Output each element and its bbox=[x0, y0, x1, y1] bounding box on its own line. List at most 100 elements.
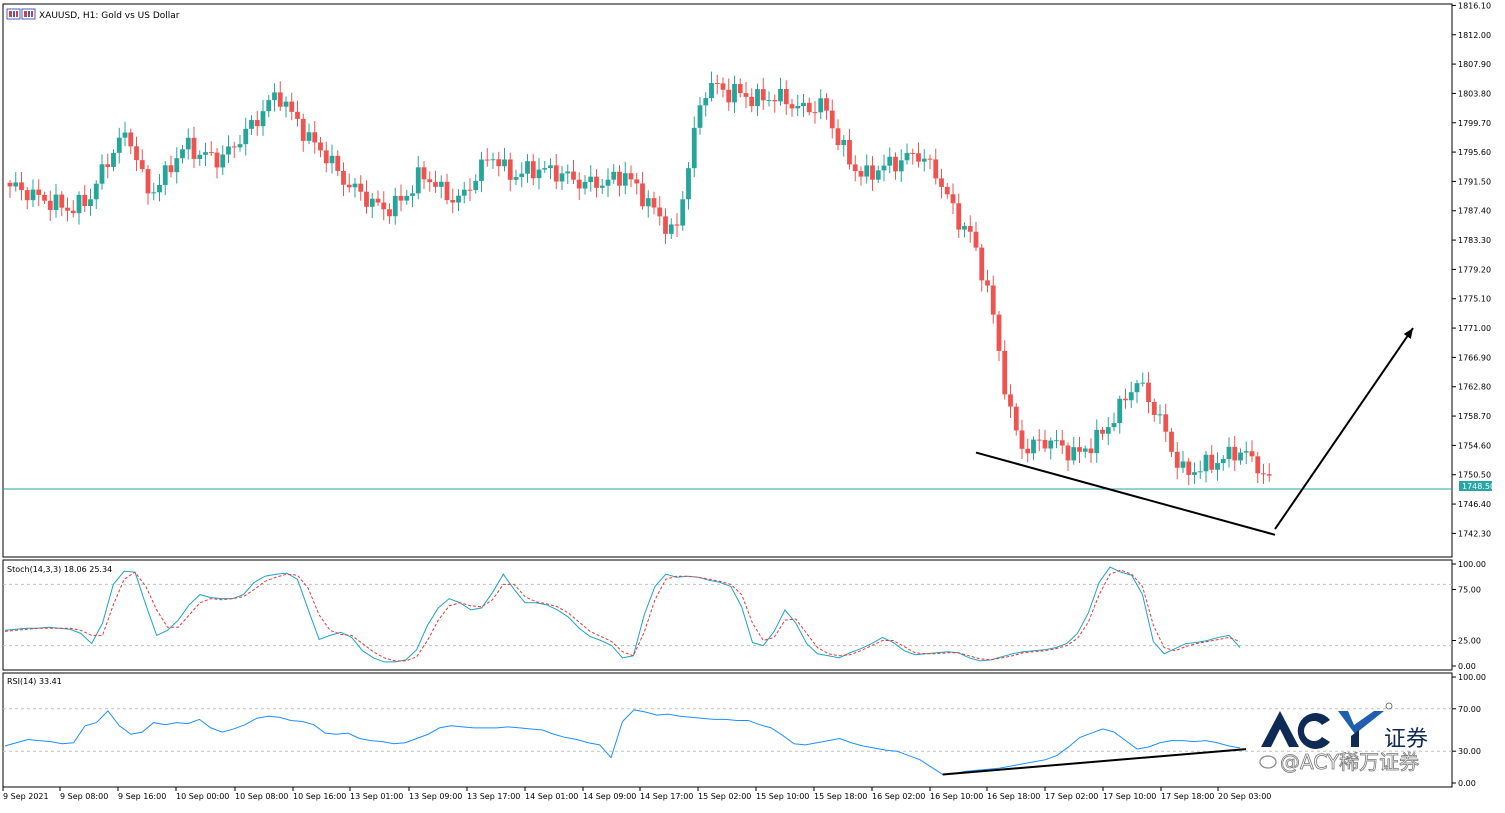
candle-body bbox=[956, 203, 962, 230]
candle-body bbox=[714, 82, 720, 84]
candle-body bbox=[645, 198, 651, 207]
candle-body bbox=[283, 101, 289, 107]
candle-body bbox=[1215, 463, 1220, 470]
time-axis-label: 10 Sep 16:00 bbox=[293, 792, 346, 801]
candle-body bbox=[134, 146, 139, 161]
candle-body bbox=[875, 170, 881, 180]
candle-body bbox=[795, 106, 801, 109]
candle-body bbox=[1082, 448, 1088, 452]
candle-body bbox=[910, 152, 916, 154]
candle-body bbox=[1249, 451, 1255, 457]
candle-body bbox=[599, 185, 605, 188]
candle-body bbox=[703, 98, 709, 106]
candle-body bbox=[122, 132, 128, 138]
candle-body bbox=[864, 165, 870, 177]
candle-body bbox=[709, 82, 714, 99]
price-axis-label: 1779.20 bbox=[1458, 265, 1491, 274]
candle-body bbox=[438, 181, 444, 187]
price-panel[interactable] bbox=[2, 3, 1453, 558]
candle-body bbox=[553, 165, 559, 182]
candle-body bbox=[214, 152, 220, 168]
stoch-series-line bbox=[4, 569, 1241, 662]
candle-body bbox=[766, 99, 772, 101]
current-price-tag: 1748.50 bbox=[1459, 481, 1495, 491]
candle-body bbox=[490, 159, 496, 161]
candle-body bbox=[668, 224, 674, 234]
price-axis-label: 1775.10 bbox=[1458, 295, 1491, 304]
candle-body bbox=[145, 169, 151, 194]
candle-body bbox=[898, 160, 904, 172]
candle-body bbox=[421, 167, 427, 180]
candle-body bbox=[191, 137, 197, 159]
candle-body bbox=[502, 159, 507, 167]
candle-body bbox=[1013, 406, 1019, 431]
candle-body bbox=[548, 165, 553, 169]
trendline[interactable] bbox=[975, 451, 1276, 536]
candle-body bbox=[358, 183, 364, 192]
symbol-menu-icon[interactable] bbox=[6, 8, 36, 20]
candle-body bbox=[289, 101, 295, 112]
candle-body bbox=[203, 152, 208, 155]
candle-body bbox=[657, 207, 663, 217]
chart-title: XAUUSD, H1: Gold vs US Dollar bbox=[39, 11, 180, 21]
candle-body bbox=[1077, 447, 1082, 452]
candle-body bbox=[105, 164, 111, 167]
candle-body bbox=[1088, 448, 1094, 454]
rsi-indicator-title: RSI(14) 33.41 bbox=[7, 677, 62, 686]
candle-body bbox=[783, 89, 789, 105]
candle-body bbox=[1094, 429, 1100, 454]
candle-body bbox=[415, 167, 421, 194]
candle-body bbox=[1192, 472, 1197, 475]
acy-watermark: 证券 @ACY稀万证券 bbox=[1259, 702, 1428, 774]
rsi-trendline[interactable] bbox=[942, 748, 1247, 776]
candle-body bbox=[542, 168, 548, 170]
candle-body bbox=[36, 189, 42, 195]
candle-body bbox=[364, 191, 369, 207]
price-axis-label: 1766.90 bbox=[1458, 353, 1491, 362]
candle-body bbox=[369, 198, 375, 207]
candle-body bbox=[530, 161, 536, 179]
candle-body bbox=[697, 105, 703, 128]
candle-body bbox=[944, 186, 950, 195]
candle-body bbox=[93, 183, 99, 200]
candle-body bbox=[755, 89, 760, 107]
candle-body bbox=[306, 132, 312, 141]
candle-body bbox=[1226, 446, 1232, 460]
candle-body bbox=[1105, 427, 1111, 434]
candle-body bbox=[789, 104, 795, 109]
candle-body bbox=[272, 92, 277, 101]
price-axis-label: 1799.70 bbox=[1458, 119, 1491, 128]
candle-body bbox=[622, 173, 628, 186]
candle-body bbox=[180, 149, 185, 159]
rsi-panel[interactable] bbox=[2, 672, 1453, 788]
candle-body bbox=[1059, 440, 1065, 446]
candle-body bbox=[1054, 440, 1059, 442]
candle-body bbox=[168, 165, 174, 173]
price-axis-label: 1783.30 bbox=[1458, 236, 1491, 245]
candle-body bbox=[461, 189, 467, 196]
candle-body bbox=[1111, 423, 1117, 428]
candle-body bbox=[381, 202, 387, 210]
price-axis-label: 1771.00 bbox=[1458, 324, 1491, 333]
candle-body bbox=[111, 152, 116, 167]
candle-body bbox=[59, 194, 65, 208]
candle-body bbox=[1203, 454, 1209, 472]
candle-body bbox=[720, 83, 726, 90]
time-axis-label: 13 Sep 01:00 bbox=[350, 792, 403, 801]
candle-body bbox=[300, 118, 306, 141]
candle-body bbox=[950, 194, 956, 204]
candle-body bbox=[1048, 440, 1054, 449]
stoch-panel[interactable] bbox=[2, 559, 1453, 671]
candle-body bbox=[927, 158, 933, 160]
projection-arrow[interactable] bbox=[1274, 327, 1414, 530]
candle-body bbox=[979, 247, 985, 281]
candle-body bbox=[634, 179, 640, 184]
candle-body bbox=[1008, 394, 1013, 407]
rsi-series-line bbox=[4, 709, 1241, 776]
price-axis-label: 1812.00 bbox=[1458, 31, 1491, 40]
weibo-icon bbox=[1259, 755, 1277, 769]
candle-body bbox=[151, 192, 157, 194]
time-axis-label: 14 Sep 01:00 bbox=[525, 792, 578, 801]
